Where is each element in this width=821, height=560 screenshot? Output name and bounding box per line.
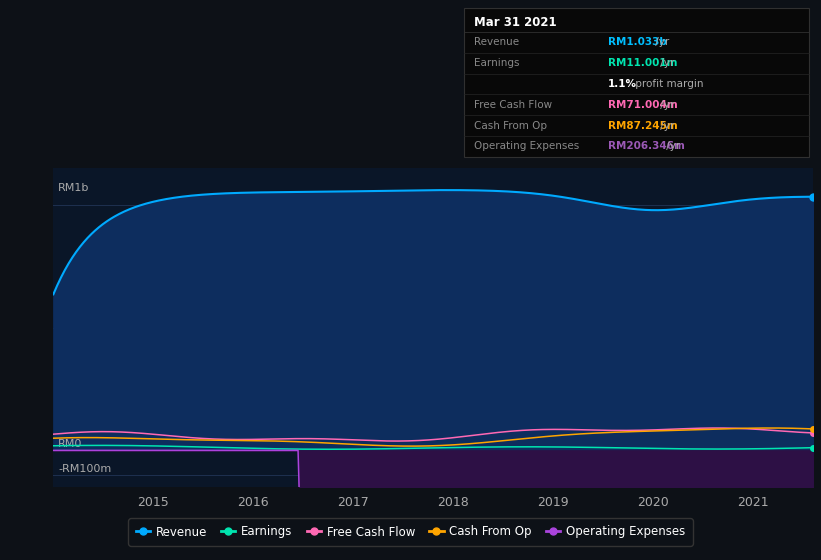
Text: Mar 31 2021: Mar 31 2021 xyxy=(474,16,557,29)
Text: RM1.033b: RM1.033b xyxy=(608,38,667,48)
Text: RM87.245m: RM87.245m xyxy=(608,120,677,130)
Text: RM1b: RM1b xyxy=(58,183,89,193)
Text: -RM100m: -RM100m xyxy=(58,464,112,474)
Text: Earnings: Earnings xyxy=(474,58,519,68)
Text: Cash From Op: Cash From Op xyxy=(474,120,547,130)
Text: RM206.346m: RM206.346m xyxy=(608,141,685,151)
Text: RM71.004m: RM71.004m xyxy=(608,100,677,110)
Text: 1.1%: 1.1% xyxy=(608,79,636,89)
Text: /yr: /yr xyxy=(658,58,675,68)
Text: Free Cash Flow: Free Cash Flow xyxy=(474,100,552,110)
Text: RM0: RM0 xyxy=(58,439,83,449)
Text: /yr: /yr xyxy=(663,141,680,151)
Text: RM11.001m: RM11.001m xyxy=(608,58,677,68)
Legend: Revenue, Earnings, Free Cash Flow, Cash From Op, Operating Expenses: Revenue, Earnings, Free Cash Flow, Cash … xyxy=(128,519,693,545)
Text: Operating Expenses: Operating Expenses xyxy=(474,141,579,151)
Text: Revenue: Revenue xyxy=(474,38,519,48)
Text: profit margin: profit margin xyxy=(632,79,704,89)
Text: /yr: /yr xyxy=(653,38,670,48)
Text: /yr: /yr xyxy=(658,120,675,130)
Text: /yr: /yr xyxy=(658,100,675,110)
